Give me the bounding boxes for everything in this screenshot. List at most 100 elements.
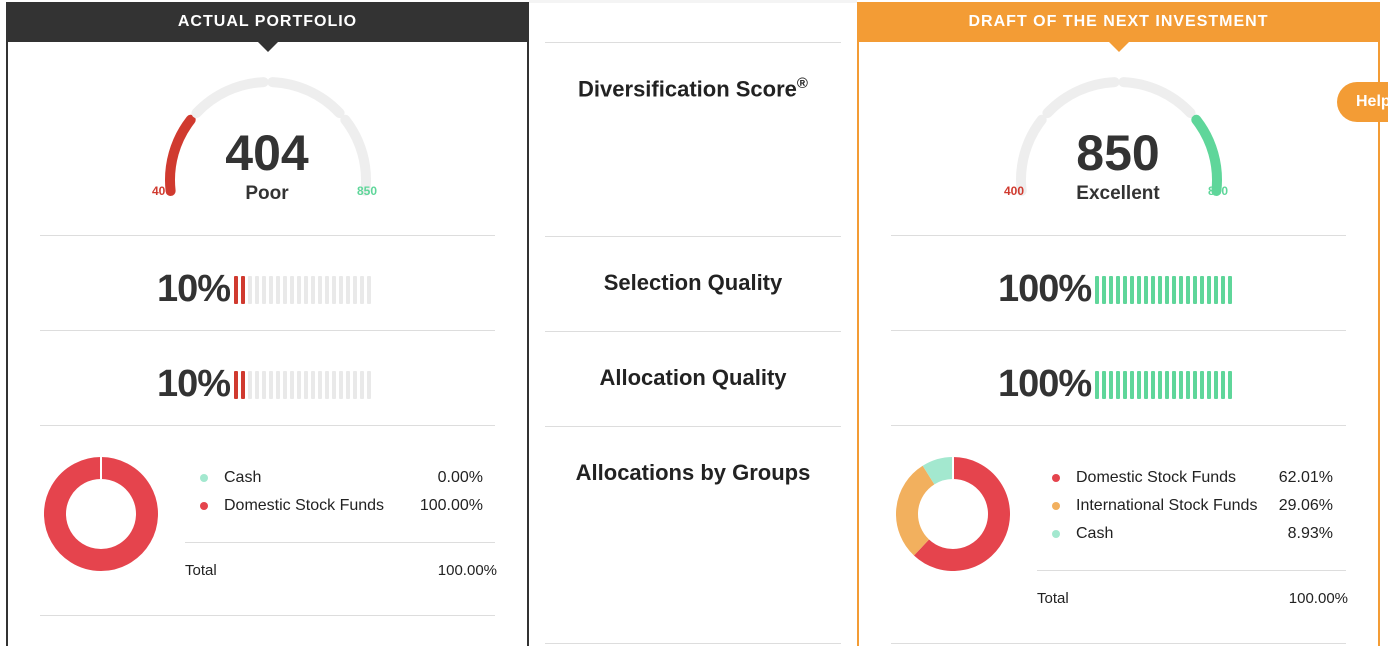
quality-bar-segment — [1102, 370, 1107, 399]
quality-bar-segment — [269, 370, 274, 399]
quality-bar-segment — [346, 275, 351, 304]
draft-investment-panel: DRAFT OF THE NEXT INVESTMENT — [857, 2, 1380, 646]
right-gauge-max: 850 — [1208, 184, 1229, 198]
draft-investment-header: DRAFT OF THE NEXT INVESTMENT — [857, 2, 1380, 52]
legend-value: 0.00% — [437, 469, 483, 486]
help-button[interactable]: Help — [1337, 82, 1388, 122]
quality-bar-segment — [262, 370, 267, 399]
right-allocation-bars — [1095, 370, 1233, 399]
quality-bar-segment — [248, 370, 253, 399]
quality-bar-segment — [255, 370, 260, 399]
quality-bar-segment — [1228, 275, 1233, 304]
divider — [40, 615, 495, 616]
legend-value: 29.06% — [1278, 497, 1333, 514]
gauge-segment — [1118, 77, 1196, 119]
quality-bar-segment — [269, 275, 274, 304]
divider — [40, 425, 495, 426]
quality-bar-segment — [332, 275, 337, 304]
left-score-rating: Poor — [245, 183, 289, 204]
quality-bar-segment — [360, 275, 365, 304]
quality-bar-segment — [248, 275, 253, 304]
quality-bar-segment — [367, 275, 372, 304]
header-notch — [257, 42, 278, 52]
quality-bar-segment — [1221, 370, 1226, 399]
left-selection-quality: 10% — [157, 268, 372, 311]
gauge-segment — [267, 77, 345, 119]
left-allocation-legend: Cash 0.00% Domestic Stock Funds 100.00% — [200, 464, 483, 520]
quality-bar-segment — [1179, 275, 1184, 304]
actual-portfolio-panel: ACTUAL PORTFOLIO — [6, 2, 529, 646]
quality-bar-segment — [276, 275, 281, 304]
quality-bar-segment — [1144, 370, 1149, 399]
donut-slice — [913, 457, 1010, 571]
divider — [545, 236, 841, 237]
left-total-row: Total 100.00% — [185, 562, 497, 579]
quality-bar-segment — [1158, 370, 1163, 399]
quality-bar-segment — [1095, 275, 1100, 304]
quality-bar-segment — [1186, 370, 1191, 399]
diversification-score-text: Diversification Score — [578, 76, 797, 102]
left-allocation-bars — [234, 370, 372, 399]
quality-bar-segment — [1095, 370, 1100, 399]
right-total-row: Total 100.00% — [1037, 590, 1348, 607]
divider — [545, 42, 841, 43]
right-allocation-pct: 100% — [998, 363, 1092, 405]
legend-label: Cash — [224, 469, 262, 486]
quality-bar-segment — [1130, 275, 1135, 304]
quality-bar-segment — [367, 370, 372, 399]
quality-bar-segment — [1172, 275, 1177, 304]
legend-item: Cash 0.00% — [200, 464, 483, 492]
legend-label: Domestic Stock Funds — [1076, 469, 1237, 486]
actual-portfolio-header: ACTUAL PORTFOLIO — [6, 2, 529, 52]
quality-bar-segment — [332, 370, 337, 399]
left-selection-pct: 10% — [157, 268, 231, 310]
quality-bar-segment — [255, 275, 260, 304]
quality-bar-segment — [1109, 370, 1114, 399]
quality-bar-segment — [241, 370, 246, 399]
quality-bar-segment — [1200, 370, 1205, 399]
right-total-value: 100.00% — [1288, 590, 1348, 607]
quality-bar-segment — [1151, 370, 1156, 399]
quality-bar-segment — [1116, 275, 1121, 304]
quality-bar-segment — [1130, 370, 1135, 399]
quality-bar-segment — [1207, 370, 1212, 399]
diversification-score-label: Diversification Score® — [545, 75, 841, 102]
legend-dot-icon — [1052, 530, 1060, 538]
legend-value: 100.00% — [419, 497, 483, 514]
quality-bar-segment — [318, 275, 323, 304]
quality-bar-segment — [262, 275, 267, 304]
top-shadow — [529, 0, 857, 3]
quality-bar-segment — [304, 370, 309, 399]
quality-bar-segment — [1165, 370, 1170, 399]
legend-dot-icon — [200, 502, 208, 510]
quality-bar-segment — [1151, 275, 1156, 304]
divider — [891, 235, 1346, 236]
right-allocation-legend: Domestic Stock Funds 62.01% International … — [1052, 464, 1333, 548]
quality-bar-segment — [339, 275, 344, 304]
divider — [891, 643, 1346, 644]
left-total-label: Total — [185, 562, 217, 579]
legend-item: Domestic Stock Funds 62.01% — [1052, 464, 1333, 492]
right-allocation-donut — [896, 457, 1010, 571]
quality-bar-segment — [311, 275, 316, 304]
quality-bar-segment — [1102, 275, 1107, 304]
left-gauge-max: 850 — [357, 184, 378, 198]
legend-value: 8.93% — [1287, 525, 1333, 542]
left-allocation-quality: 10% — [157, 363, 372, 406]
divider — [891, 330, 1346, 331]
quality-bar-segment — [1158, 275, 1163, 304]
actual-portfolio-title: ACTUAL PORTFOLIO — [177, 13, 358, 30]
quality-bar-segment — [1200, 275, 1205, 304]
quality-bar-segment — [1144, 275, 1149, 304]
right-score-value: 850 — [1076, 125, 1160, 181]
quality-bar-segment — [1109, 275, 1114, 304]
legend-dot-icon — [1052, 474, 1060, 482]
legend-label: International Stock Funds — [1076, 497, 1258, 514]
left-selection-bars — [234, 275, 372, 304]
divider — [40, 330, 495, 331]
left-allocation-donut — [44, 457, 158, 571]
quality-bar-segment — [360, 370, 365, 399]
quality-bar-segment — [297, 370, 302, 399]
quality-bar-segment — [1116, 370, 1121, 399]
divider — [545, 331, 841, 332]
